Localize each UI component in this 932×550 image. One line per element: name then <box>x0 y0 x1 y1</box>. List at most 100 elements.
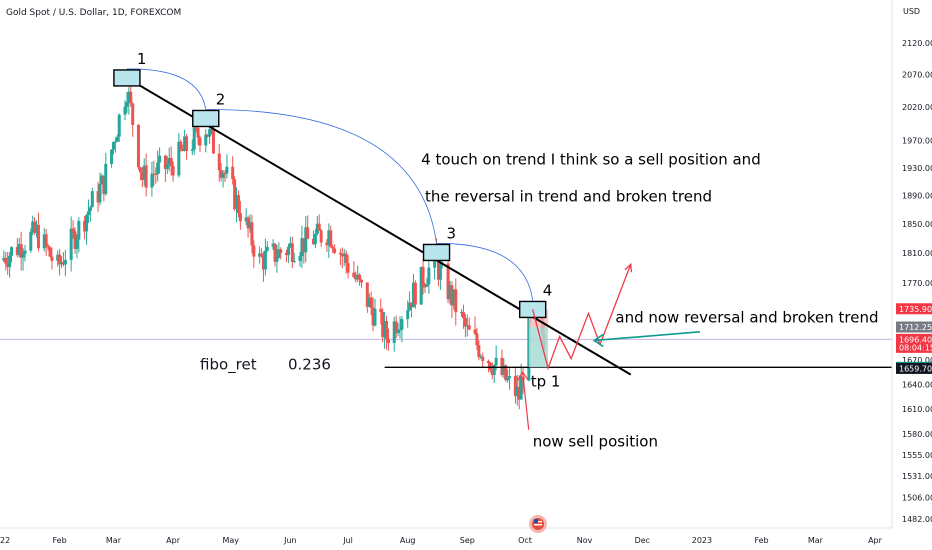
candle-body <box>127 91 131 103</box>
candle-body <box>333 248 337 253</box>
candle-body <box>23 250 27 255</box>
candle-body <box>367 297 371 307</box>
time-axis: 2022 Feb Mar Apr May Jun Jul Aug Sep Oct Nov Dec 202… <box>0 527 892 545</box>
candle-body <box>17 244 21 256</box>
candle-body <box>46 245 50 248</box>
price-tick-label: 1670.00 <box>902 356 932 365</box>
candle-body <box>265 246 269 251</box>
candle-body <box>88 207 92 212</box>
candle-body <box>513 376 517 396</box>
touch-box <box>113 69 141 87</box>
time-tick-label: Mar <box>808 536 824 545</box>
reversal-arrow <box>594 331 701 342</box>
touch-box <box>422 243 451 262</box>
candle-body <box>8 255 12 268</box>
candle-body <box>504 365 508 381</box>
candle-body <box>486 361 490 363</box>
candle-body <box>304 227 308 253</box>
candle-body <box>360 279 364 283</box>
note-sell: now sell position <box>533 433 658 451</box>
note-line1: 4 touch on trend I think so a sell posit… <box>421 150 761 168</box>
touch-label: 2 <box>216 90 226 108</box>
price-tag-box <box>896 333 932 353</box>
candle-body <box>165 164 169 169</box>
candle-body <box>221 173 225 178</box>
touch-arc <box>205 109 437 244</box>
price-tag-box <box>896 362 932 374</box>
candle-body <box>71 228 75 232</box>
candle-body <box>50 256 54 261</box>
candle-body <box>169 158 173 167</box>
candle-body <box>317 223 321 231</box>
flag-logo-icon[interactable] <box>528 514 548 534</box>
time-tick-label: Nov <box>577 536 593 545</box>
candle-body <box>346 263 350 273</box>
time-tick-label: May <box>222 536 239 545</box>
candle-body <box>392 321 396 344</box>
price-tick-label: 1890.00 <box>902 192 932 201</box>
candle-body <box>396 329 400 333</box>
note-reversal: and now reversal and broken trend <box>615 309 878 327</box>
candle-body <box>419 266 423 305</box>
candle-body <box>138 167 142 173</box>
candle-body <box>29 232 33 251</box>
price-tick-label: 1482.00 <box>902 515 932 524</box>
candle-body <box>463 318 467 327</box>
candle-body <box>379 308 383 313</box>
candle-body <box>223 173 227 175</box>
candle-body <box>123 106 127 115</box>
sell-zone <box>528 327 549 368</box>
candle-body <box>90 191 94 208</box>
candle-body <box>246 217 250 229</box>
price-tag-box <box>896 321 932 333</box>
candle-body <box>383 321 387 338</box>
candle-body <box>292 260 296 262</box>
candle-body <box>6 263 10 268</box>
fibo-label: fibo_ret <box>200 355 257 374</box>
candle-body <box>48 247 52 257</box>
candle-body <box>286 246 290 256</box>
price-tag-label: 1735.90 <box>899 305 932 314</box>
candle-body <box>425 284 429 287</box>
price-tag-label: 1712.25 <box>899 323 932 332</box>
candle-body <box>381 312 385 338</box>
candle-body <box>63 259 67 265</box>
candle-body <box>300 238 304 257</box>
candle-body <box>77 220 81 240</box>
candle-body <box>10 247 14 256</box>
candle-body <box>285 252 289 256</box>
candle-body <box>261 256 265 270</box>
reversal-arrowhead <box>592 333 604 348</box>
candle-body <box>129 91 133 104</box>
time-tick-label: Jul <box>342 536 353 545</box>
candle-body <box>331 246 335 249</box>
candle-body <box>467 325 471 330</box>
candle-body <box>102 175 106 194</box>
candle-body <box>210 129 214 131</box>
candle-body <box>117 114 121 137</box>
candle-body <box>465 325 469 327</box>
time-tick-label: Mar <box>106 536 122 545</box>
candle-body <box>250 222 254 246</box>
candle-body <box>248 222 252 229</box>
candle-body <box>156 162 160 175</box>
price-tag-label: 1659.70 <box>899 364 932 373</box>
sell-arrow <box>522 372 530 430</box>
candle-body <box>460 312 464 314</box>
price-axis: 2120.00 2070.00 2020.00 1970.00 1930.00 1890.… <box>891 0 932 528</box>
price-tag-countdown: 08:04:15 <box>899 343 932 352</box>
candle-body <box>298 256 302 261</box>
price-tick-label: 1770.00 <box>902 279 932 288</box>
touch-arc <box>126 68 207 110</box>
candle-body <box>177 141 181 176</box>
candle-body <box>365 282 369 307</box>
candle-body <box>477 345 481 357</box>
candle-body <box>83 220 87 232</box>
candle-body <box>136 125 140 168</box>
candle-body <box>500 357 504 375</box>
price-tick-label: 1850.00 <box>902 220 932 229</box>
note-tp1: tp 1 <box>531 373 561 391</box>
candle-body <box>411 282 415 308</box>
candle-body <box>225 166 229 174</box>
